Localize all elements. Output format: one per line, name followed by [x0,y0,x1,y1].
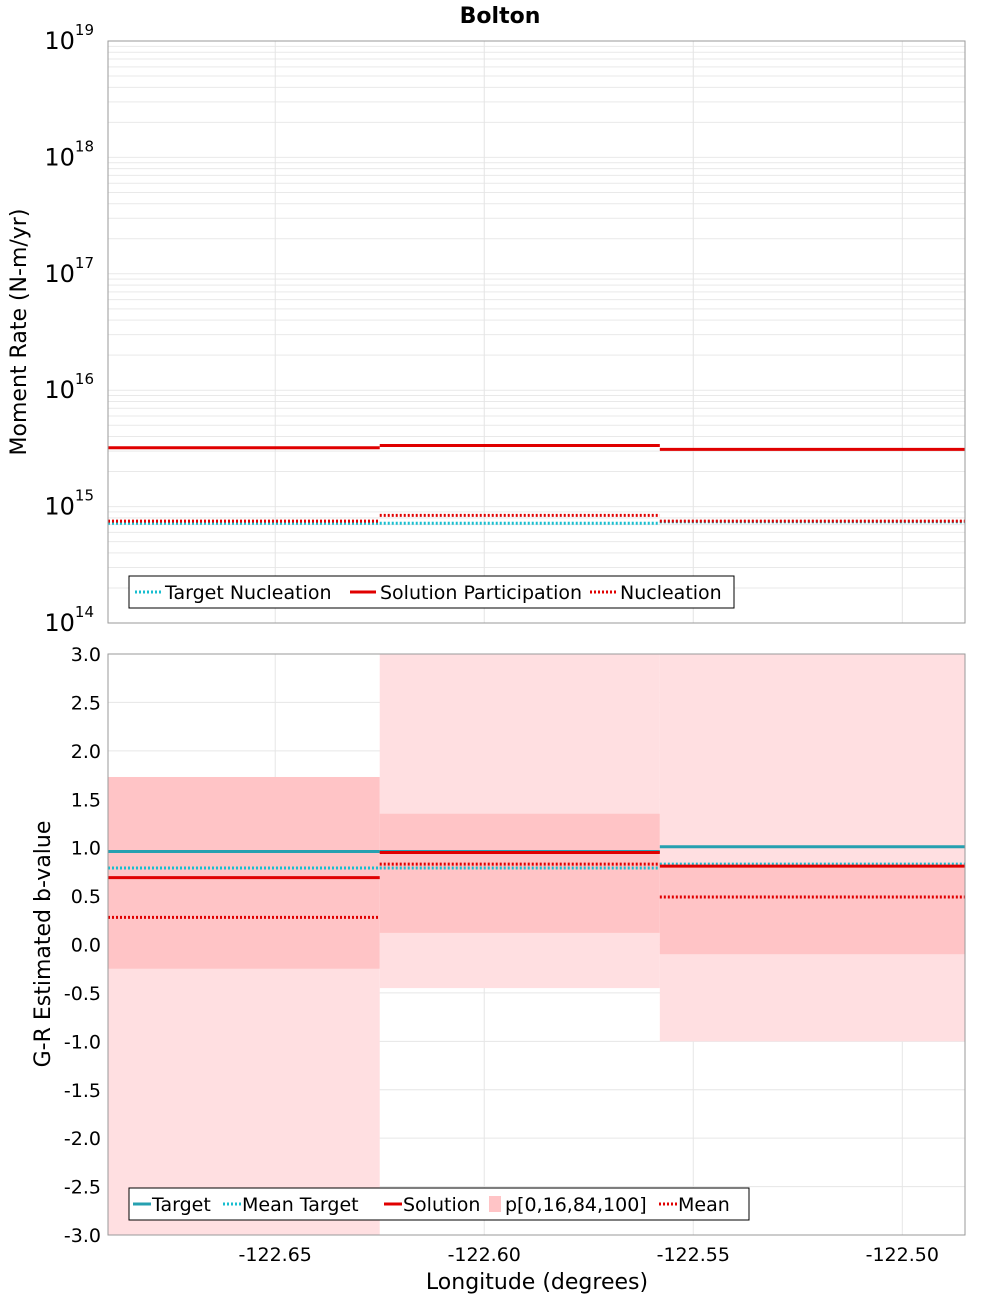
moment-rate-y-axis-label: Moment Rate (N-m/yr) [7,209,32,456]
moment-rate-y-tick-label: 1017 [44,254,94,288]
b-value-plot-frame [107,653,966,1236]
legend-label-mean: Mean [678,1194,730,1216]
moment-rate-y-tick-label: 1015 [44,487,94,521]
x-axis-label: Longitude (degrees) [426,1270,648,1295]
b-value-y-tick-label: 2.5 [71,692,101,714]
moment-rate-y-tick-base: 10 [44,493,75,521]
legend-swatch-percentile-band [489,1196,501,1212]
moment-rate-y-tick-label: 1018 [44,137,94,171]
legend-label-target: Target [151,1194,211,1216]
moment-rate-y-tick-label: 1016 [44,370,94,404]
b-value-y-tick-label: -1.5 [64,1080,101,1102]
moment-rate-plot-frame [107,40,966,624]
b-value-y-tick-label: 0.5 [71,886,101,908]
b-value-y-tick-label: 2.0 [71,741,101,763]
moment-rate-y-tick-exponent: 14 [75,603,94,621]
legend-label-solution-participation: Solution Participation [380,582,582,604]
moment-rate-y-tick-exponent: 18 [75,137,94,155]
moment-rate-y-tick-base: 10 [44,143,75,171]
b-value-legend: Target Mean Target Solution p[0,16,84,100] M… [128,1187,750,1221]
moment-rate-y-tick-base: 10 [44,260,75,288]
moment-rate-grid [108,41,965,624]
b-value-y-tick-label: 1.0 [71,838,101,860]
b-value-y-axis-label: G-R Estimated b-value [31,821,56,1068]
moment-rate-y-tick-base: 10 [44,609,75,637]
b-value-series [108,845,965,919]
moment-rate-series [108,443,965,525]
b-value-y-tick-label: -2.0 [64,1128,101,1150]
legend-label-solution: Solution [403,1194,480,1216]
moment-rate-y-tick-exponent: 15 [75,487,94,505]
x-tick-label: -122.55 [657,1244,730,1266]
moment-rate-y-tick-label: 1014 [44,603,94,637]
b-value-y-tick-label: 0.0 [71,935,101,957]
b-value-y-tick-label: -1.0 [64,1031,101,1053]
band-inner-p16-p84 [379,813,660,933]
moment-rate-y-tick-exponent: 16 [75,370,94,388]
moment-rate-y-tick-label: 1019 [44,21,94,55]
b-value-x-ticks: -122.65 -122.60 -122.55 -122.50 [239,1244,939,1266]
legend-label-mean-target: Mean Target [242,1194,359,1216]
band-inner-p16-p84 [659,865,965,955]
chart-title: Bolton [460,4,541,29]
legend-label-percentile-band: p[0,16,84,100] [505,1194,647,1216]
moment-rate-legend: Target Nucleation Solution Participation N… [128,575,735,609]
b-value-plot: 3.0 2.5 2.0 1.5 1.0 0.5 0.0 -0.5 -1.0 -1.5 -2.0 -2.… [31,644,966,1295]
moment-rate-y-tick-base: 10 [44,376,75,404]
x-tick-label: -122.65 [239,1244,312,1266]
band-inner-p16-p84 [108,776,380,969]
b-value-y-tick-label: 3.0 [71,644,101,666]
b-value-y-ticks: 3.0 2.5 2.0 1.5 1.0 0.5 0.0 -0.5 -1.0 -1.5 -2.0 -2.… [64,644,101,1247]
moment-rate-y-tick-exponent: 17 [75,254,94,272]
x-tick-label: -122.50 [866,1244,939,1266]
moment-rate-y-tick-exponent: 19 [75,21,94,39]
b-value-y-tick-label: 1.5 [71,789,101,811]
moment-rate-y-tick-base: 10 [44,27,75,55]
moment-rate-legend-box [128,575,735,609]
b-value-y-tick-label: -0.5 [64,983,101,1005]
b-value-y-tick-label: -3.0 [64,1225,101,1247]
b-value-y-tick-label: -2.5 [64,1177,101,1199]
legend-label-target-nucleation: Target Nucleation [164,582,332,604]
x-tick-label: -122.60 [448,1244,521,1266]
legend-label-nucleation: Nucleation [620,582,722,604]
b-value-percentile-bands [108,654,965,1235]
